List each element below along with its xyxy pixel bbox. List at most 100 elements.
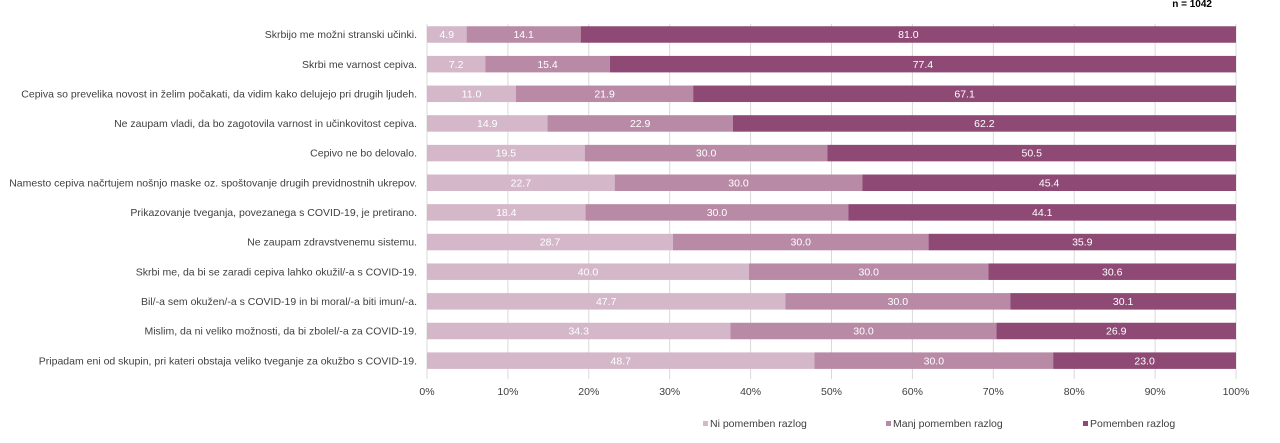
bar-segment (862, 174, 1236, 191)
data-label: 28.7 (540, 237, 561, 249)
category-label: Bil/-a sem okužen/-a s COVID-19 in bi mo… (141, 296, 417, 308)
data-label: 77.4 (913, 59, 934, 71)
data-label: 30.0 (924, 355, 945, 367)
legend: Ni pomemben razlog Manj pomemben razlog Po… (703, 418, 1175, 430)
data-label: 34.3 (568, 326, 589, 338)
bar-segment (928, 233, 1236, 251)
bar-segment (427, 204, 586, 221)
bar-segment (485, 55, 610, 73)
data-label: 18.4 (496, 207, 517, 219)
bar-segment (427, 293, 786, 310)
bar-segment (584, 144, 828, 162)
data-label: 47.7 (596, 296, 617, 308)
legend-label: Manj pomemben razlog (893, 418, 1003, 430)
data-label: 30.0 (728, 177, 749, 189)
data-label: 21.9 (594, 88, 615, 100)
tick-label: 10% (497, 386, 518, 398)
data-label: 4.9 (440, 29, 455, 41)
category-label: Namesto cepiva načrtujem nošnjo maske oz… (9, 177, 417, 189)
data-label: 22.9 (630, 118, 651, 130)
tick-label: 90% (1145, 386, 1166, 398)
data-label: 35.9 (1072, 237, 1093, 249)
category-label: Cepivo ne bo delovalo. (310, 148, 417, 160)
bar-segment (827, 144, 1236, 162)
data-label: 30.0 (696, 148, 717, 160)
category-label: Mislim, da ni veliko možnosti, da bi zbo… (144, 326, 417, 338)
tick-label: 20% (578, 386, 599, 398)
data-label: 30.6 (1102, 266, 1123, 278)
legend-label: Ni pomemben razlog (710, 418, 807, 430)
data-label: 30.0 (707, 207, 728, 219)
data-label: 67.1 (954, 88, 975, 100)
data-label: 40.0 (578, 266, 599, 278)
data-label: 26.9 (1106, 326, 1127, 338)
bar-segment (427, 115, 548, 132)
category-label: Skrbi me, da bi se zaradi cepiva lahko o… (136, 266, 417, 278)
data-label: 23.0 (1134, 355, 1155, 367)
data-label: 45.4 (1039, 177, 1060, 189)
legend-label: Pomemben razlog (1090, 418, 1175, 430)
bar-segment (730, 322, 997, 340)
category-label: Skrbijo me možni stranski učinki. (265, 29, 417, 41)
data-label: 15.4 (537, 59, 558, 71)
category-labels: Skrbijo me možni stranski učinki. Skrbi m… (9, 29, 417, 367)
bar-segment (427, 26, 467, 43)
category-label: Skrbi me varnost cepiva. (302, 59, 417, 71)
data-label: 30.0 (853, 326, 874, 338)
data-label: 11.0 (462, 88, 482, 100)
data-label: 30.0 (858, 266, 879, 278)
tick-label: 30% (659, 386, 680, 398)
bar-segment (466, 26, 581, 43)
category-label: Ne zaupam zdravstvenemu sistemu. (247, 237, 417, 249)
x-axis-ticks: 0% 10% 20% 30% 40% 50% 60% 70% 80% 90% 100% (419, 386, 1249, 398)
legend-swatch (886, 421, 891, 426)
bar-segment (672, 233, 929, 251)
category-label: Cepiva so prevelika novost in želim poča… (21, 88, 417, 100)
data-label: 30.0 (791, 237, 812, 249)
data-label: 7.2 (449, 59, 464, 71)
bar-segment (693, 85, 1236, 103)
bar-segment (427, 55, 486, 73)
legend-swatch (1083, 421, 1088, 426)
category-label: Ne zaupam vladi, da bo zagotovila varnos… (114, 118, 417, 130)
bar-segment (427, 263, 749, 280)
gridlines (426, 24, 1237, 379)
tick-label: 60% (902, 386, 923, 398)
data-label: 50.5 (1022, 148, 1043, 160)
sample-size-note: n = 1042 (1172, 0, 1212, 10)
bar-segment (848, 204, 1236, 221)
legend-swatch (703, 421, 708, 426)
tick-label: 100% (1223, 386, 1250, 398)
bar-segment (427, 352, 815, 369)
category-label: Prikazovanje tveganja, povezanega s COVI… (130, 207, 417, 219)
tick-label: 40% (740, 386, 761, 398)
bar-segment (614, 174, 863, 191)
bar-segment (1010, 293, 1236, 310)
data-label: 14.1 (513, 29, 534, 41)
bar-segment (609, 55, 1236, 73)
data-label: 48.7 (611, 355, 632, 367)
bar-segment (427, 144, 585, 162)
bar-segment (1053, 352, 1236, 369)
bar-segment (585, 204, 849, 221)
bars: 4.9 14.1 81.0 7.2 15.4 77.4 11.0 21.9 67.1 14.9 22… (427, 26, 1236, 369)
data-label: 62.2 (974, 118, 995, 130)
bar-segment (732, 115, 1236, 132)
tick-label: 70% (983, 386, 1004, 398)
bar-segment (785, 293, 1011, 310)
data-label: 22.7 (511, 177, 532, 189)
bar-segment (988, 263, 1236, 280)
bar-segment (814, 352, 1054, 369)
tick-label: 0% (419, 386, 434, 398)
bar-segment (515, 85, 694, 103)
tick-label: 50% (821, 386, 842, 398)
data-label: 44.1 (1032, 207, 1053, 219)
data-label: 30.0 (888, 296, 909, 308)
data-label: 14.9 (477, 118, 498, 130)
bar-segment (996, 322, 1236, 340)
tick-label: 80% (1064, 386, 1085, 398)
category-label: Pripadam eni od skupin, pri kateri obsta… (39, 355, 417, 367)
bar-segment (580, 26, 1236, 43)
bar-segment (427, 322, 731, 340)
